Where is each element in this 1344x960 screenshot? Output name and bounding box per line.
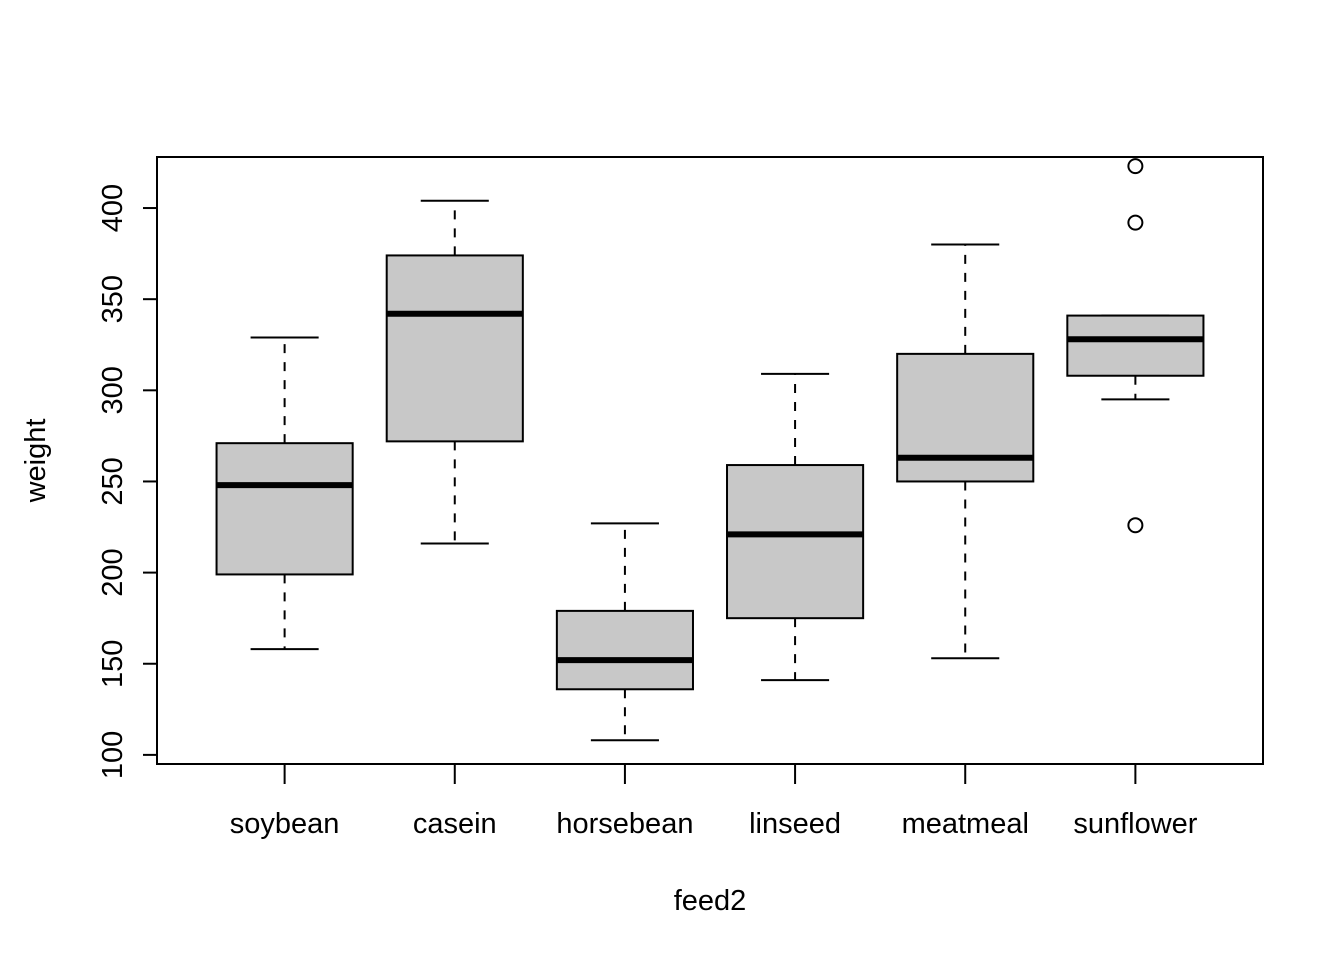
x-tick-label-sunflower: sunflower	[1073, 808, 1197, 840]
box-soybean	[215, 336, 354, 651]
x-tick-label-meatmeal: meatmeal	[902, 808, 1029, 840]
iqr-box	[385, 254, 524, 443]
outlier-point	[1127, 158, 1144, 175]
x-axis-label: feed2	[674, 885, 747, 917]
iqr-box	[726, 464, 865, 620]
y-tick-label: 200	[97, 548, 129, 596]
y-tick-label: 150	[97, 640, 129, 688]
iqr-box	[1066, 314, 1205, 377]
x-axis: soybean casein horsebean linseed meatmeal sun…	[230, 763, 1198, 840]
y-axis: 100 150 200 250 300 350 400	[97, 184, 158, 779]
y-axis-label: weight	[20, 419, 52, 504]
y-tick-label: 250	[97, 457, 129, 505]
outlier-point	[1127, 517, 1144, 534]
box-casein	[385, 199, 524, 545]
box-linseed	[726, 372, 865, 682]
x-tick-label-casein: casein	[413, 808, 497, 840]
box-horsebean	[555, 522, 694, 742]
box-meatmeal	[896, 243, 1035, 660]
box-sunflower	[1066, 158, 1205, 534]
y-tick-label: 400	[97, 184, 129, 232]
boxes	[215, 158, 1205, 742]
iqr-box	[215, 442, 354, 576]
x-tick-label-linseed: linseed	[749, 808, 841, 840]
x-tick-label-soybean: soybean	[230, 808, 340, 840]
iqr-box	[555, 609, 694, 691]
outlier-point	[1127, 214, 1144, 231]
y-tick-label: 300	[97, 366, 129, 414]
y-tick-label: 350	[97, 275, 129, 323]
iqr-box	[896, 352, 1035, 483]
y-tick-label: 100	[97, 731, 129, 779]
x-tick-label-horsebean: horsebean	[556, 808, 693, 840]
